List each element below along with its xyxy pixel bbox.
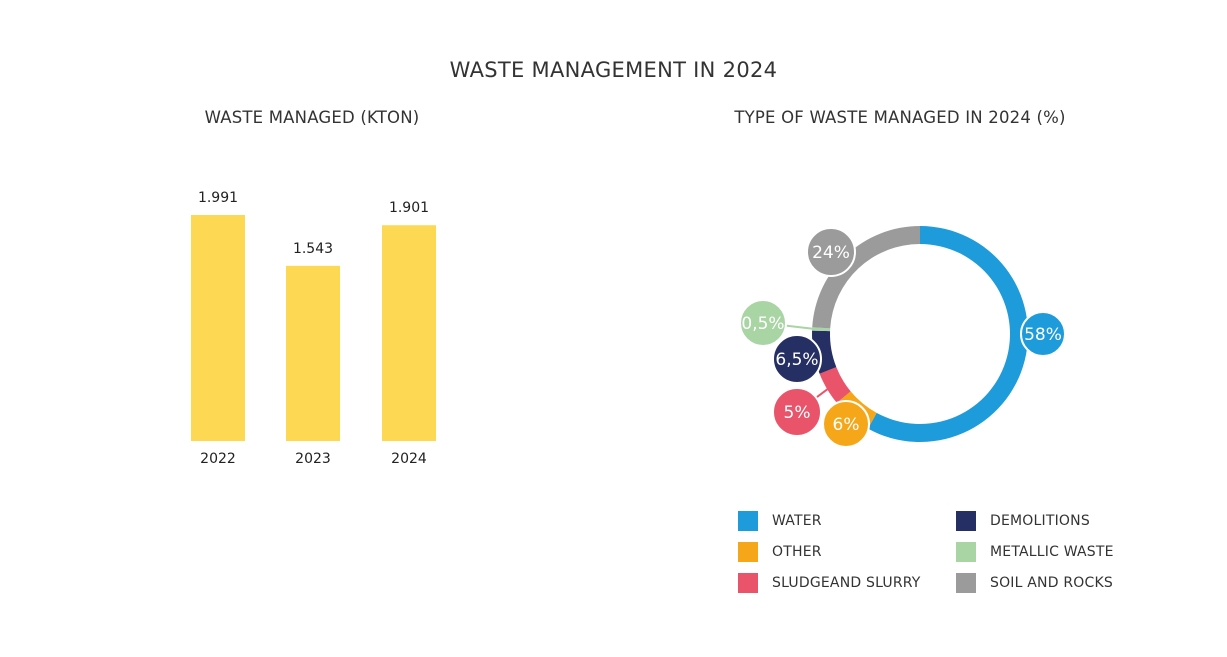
bar-value-label-2023: 1.543 (293, 241, 333, 257)
legend-swatch-water (738, 510, 758, 531)
legend-label-sludge: SLUDGEAND SLURRY (772, 574, 921, 591)
legend-swatch-soil (956, 572, 976, 593)
bar-value-label-2024: 1.901 (389, 200, 429, 216)
donut-label-demolitions: 6,5% (775, 350, 818, 370)
donut-slice-metallic (812, 327, 831, 332)
legend-item-water: WATER (738, 510, 956, 531)
legend-swatch-metallic (956, 541, 976, 562)
legend-item-other: OTHER (738, 541, 956, 562)
bar-2024 (382, 225, 436, 441)
donut-bubble-other (822, 400, 870, 448)
donut-chart-title: TYPE OF WASTE MANAGED IN 2024 (%) (734, 108, 1066, 127)
donut-bubble-demolitions (772, 334, 822, 384)
donut-label-other: 6% (833, 415, 860, 435)
legend-item-metallic: METALLIC WASTE (956, 541, 1156, 562)
donut-bubble-soil (806, 227, 856, 277)
donut-label-sludge: 5% (784, 403, 811, 423)
legend-label-metallic: METALLIC WASTE (990, 543, 1114, 560)
legend-swatch-other (738, 541, 758, 562)
donut-bubble-metallic (739, 299, 787, 347)
bar-value-label-2022: 1.991 (198, 190, 238, 206)
legend-item-sludge: SLUDGEAND SLURRY (738, 572, 956, 593)
donut-label-metallic: 0,5% (741, 314, 784, 334)
legend-swatch-sludge (738, 572, 758, 593)
donut-slice-water (867, 226, 1028, 442)
donut-bubble-sludge (772, 387, 822, 437)
bar-2022 (191, 215, 245, 441)
legend-item-demolitions: DEMOLITIONS (956, 510, 1156, 531)
legend-label-other: OTHER (772, 543, 822, 560)
bar-category-label-2023: 2023 (295, 451, 331, 467)
bar-category-label-2024: 2024 (391, 451, 427, 467)
bar-chart-title: WASTE MANAGED (KTON) (204, 108, 420, 127)
donut-bubble-water (1020, 311, 1066, 357)
donut-slice-soil (812, 226, 920, 329)
legend-swatch-demolitions (956, 510, 976, 531)
donut-slice-sludge (819, 367, 851, 403)
bar-category-label-2022: 2022 (200, 451, 236, 467)
bar-2023 (286, 265, 340, 441)
donut-label-water: 58% (1024, 325, 1062, 345)
legend-label-soil: SOIL AND ROCKS (990, 574, 1113, 591)
legend-label-water: WATER (772, 512, 822, 529)
legend-label-demolitions: DEMOLITIONS (990, 512, 1090, 529)
page-title: WASTE MANAGEMENT IN 2024 (449, 58, 778, 82)
donut-legend: WATER DEMOLITIONS OTHER METALLIC WASTE SLUDG… (738, 510, 1158, 593)
donut-label-soil: 24% (812, 243, 850, 263)
legend-item-soil: SOIL AND ROCKS (956, 572, 1156, 593)
